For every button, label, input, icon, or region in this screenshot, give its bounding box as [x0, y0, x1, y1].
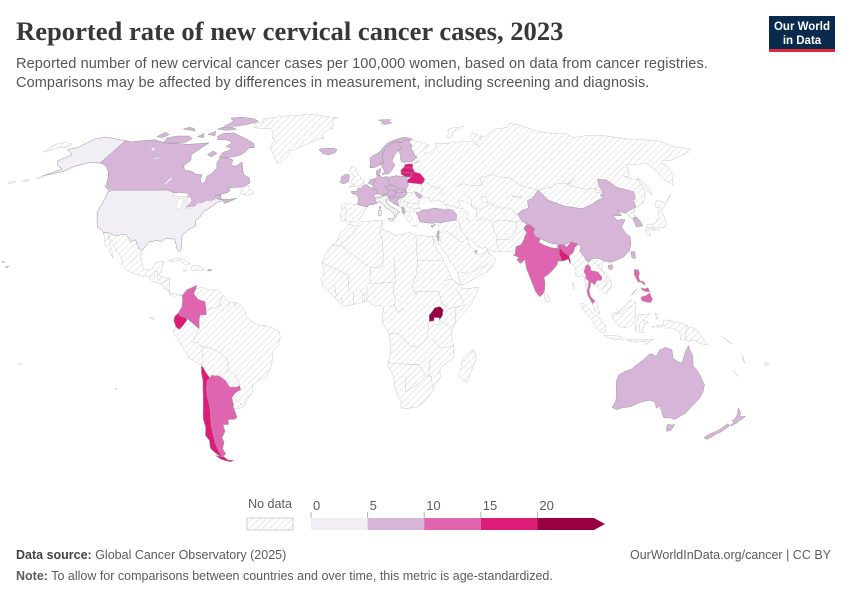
svg-text:5: 5: [370, 498, 377, 513]
svg-text:0: 0: [313, 498, 320, 513]
svg-text:10: 10: [426, 498, 440, 513]
svg-text:15: 15: [483, 498, 497, 513]
svg-text:20: 20: [539, 498, 553, 513]
